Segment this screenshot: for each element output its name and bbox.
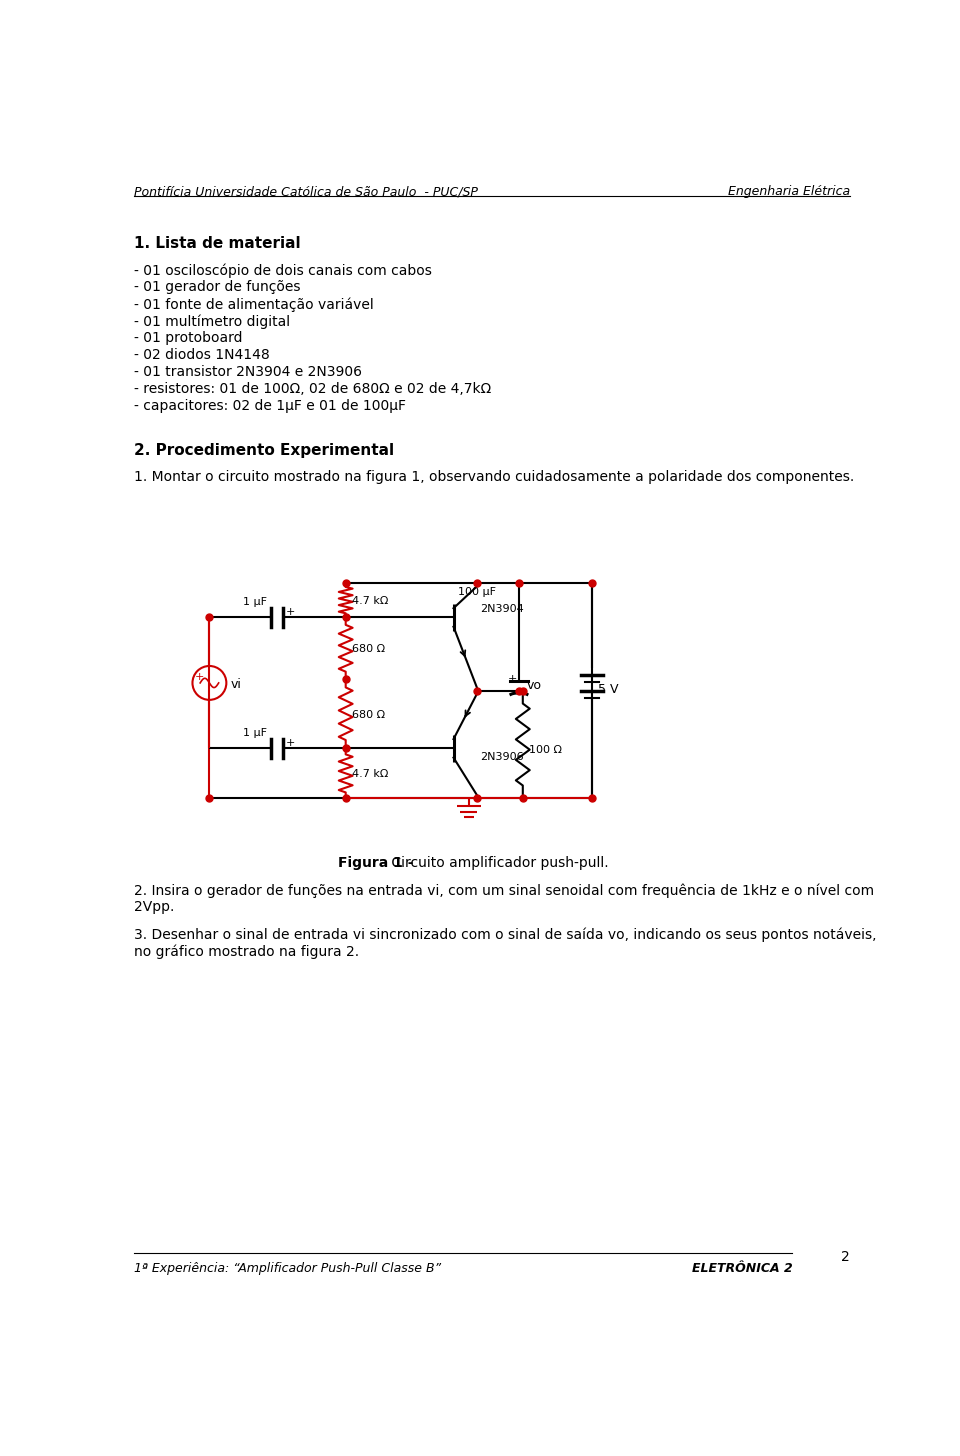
Text: Circuito amplificador push-pull.: Circuito amplificador push-pull. (387, 856, 608, 871)
Text: 1 μF: 1 μF (243, 597, 267, 607)
Text: - 01 multímetro digital: - 01 multímetro digital (134, 314, 290, 329)
Text: - 01 protoboard: - 01 protoboard (134, 331, 243, 345)
Text: ELETRÔNICA 2: ELETRÔNICA 2 (691, 1262, 792, 1275)
Text: 1 μF: 1 μF (243, 728, 267, 738)
Text: vi: vi (230, 678, 241, 692)
Text: 4.7 kΩ: 4.7 kΩ (352, 769, 388, 779)
Text: - resistores: 01 de 100Ω, 02 de 680Ω e 02 de 4,7kΩ: - resistores: 01 de 100Ω, 02 de 680Ω e 0… (134, 381, 492, 396)
Text: 3. Desenhar o sinal de entrada vi sincronizado com o sinal de saída vo, indicand: 3. Desenhar o sinal de entrada vi sincro… (134, 927, 876, 960)
Text: - 02 diodos 1N4148: - 02 diodos 1N4148 (134, 348, 270, 363)
Text: +: + (286, 607, 295, 617)
Text: 2N3906: 2N3906 (480, 753, 524, 763)
Text: Engenharia Elétrica: Engenharia Elétrica (728, 185, 850, 198)
Text: - 01 osciloscópio de dois canais com cabos: - 01 osciloscópio de dois canais com cab… (134, 264, 432, 278)
Text: 1. Lista de material: 1. Lista de material (134, 236, 300, 252)
Text: 1ª Experiência: “Amplificador Push-Pull Classe B”: 1ª Experiência: “Amplificador Push-Pull … (134, 1262, 441, 1275)
Text: +: + (508, 674, 516, 684)
Text: vo: vo (527, 678, 541, 692)
Text: 100 μF: 100 μF (458, 587, 496, 597)
Text: 2. Insira o gerador de funções na entrada vi, com um sinal senoidal com frequênc: 2. Insira o gerador de funções na entrad… (134, 884, 874, 914)
Text: 680 Ω: 680 Ω (352, 711, 385, 719)
Text: - 01 transistor 2N3904 e 2N3906: - 01 transistor 2N3904 e 2N3906 (134, 365, 362, 379)
Text: - 01 fonte de alimentação variável: - 01 fonte de alimentação variável (134, 297, 373, 312)
Text: 2: 2 (841, 1251, 850, 1264)
Text: 4.7 kΩ: 4.7 kΩ (352, 596, 388, 606)
Text: 2. Procedimento Experimental: 2. Procedimento Experimental (134, 443, 394, 457)
Text: Pontifícia Universidade Católica de São Paulo  - PUC/SP: Pontifícia Universidade Católica de São … (134, 185, 478, 198)
Text: +: + (286, 738, 295, 747)
Text: 2N3904: 2N3904 (480, 604, 524, 613)
Text: Figura 1 -: Figura 1 - (338, 856, 414, 871)
Text: - 01 gerador de funções: - 01 gerador de funções (134, 280, 300, 294)
Text: - capacitores: 02 de 1μF e 01 de 100μF: - capacitores: 02 de 1μF e 01 de 100μF (134, 399, 406, 414)
Text: +: + (195, 673, 204, 683)
Text: 5 V: 5 V (598, 683, 619, 696)
Text: 680 Ω: 680 Ω (352, 645, 385, 654)
Text: 100 Ω: 100 Ω (529, 744, 562, 754)
Text: 1. Montar o circuito mostrado na figura 1, observando cuidadosamente a polaridad: 1. Montar o circuito mostrado na figura … (134, 470, 854, 483)
